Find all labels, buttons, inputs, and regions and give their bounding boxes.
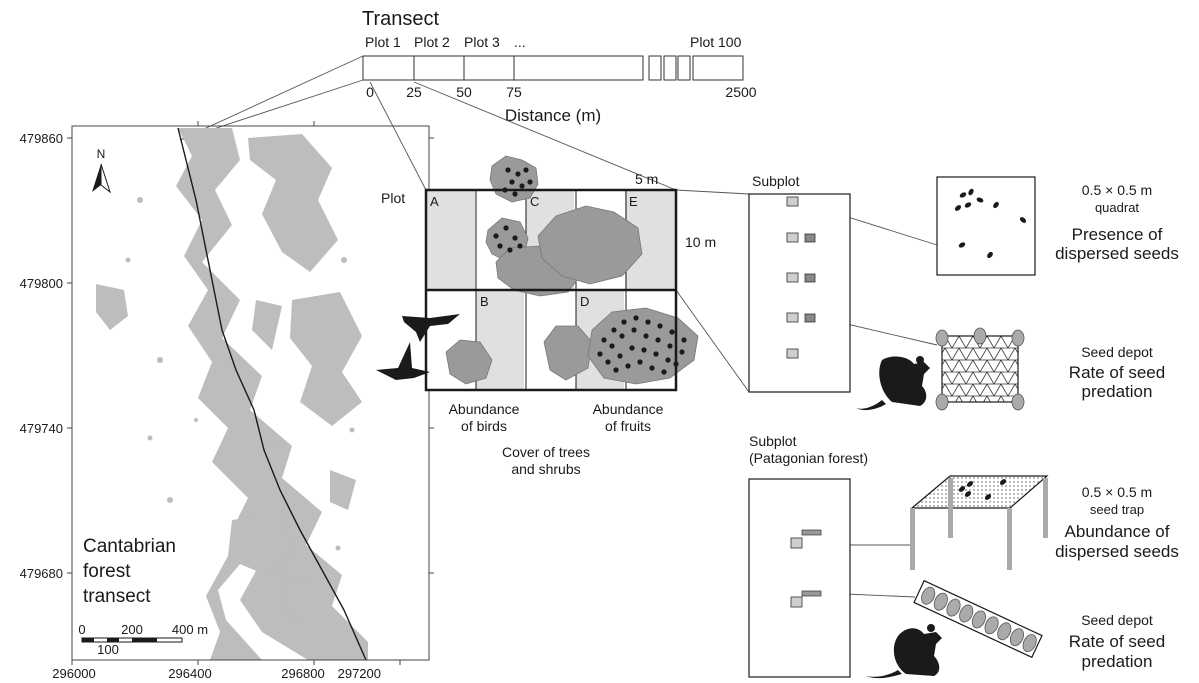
cell-a-label: A [430, 194, 439, 209]
trap-measure-line-1: Abundance of [1065, 522, 1170, 541]
seed-depot-mesh [935, 327, 1025, 411]
trap-size: 0.5 × 0.5 m [1082, 484, 1152, 500]
scale-sublabel: 100 [97, 642, 119, 657]
transect-bar [362, 55, 744, 81]
bird-icon [376, 314, 460, 380]
map-title-line-2: forest [83, 561, 131, 582]
seed-trap-icon [910, 475, 1049, 570]
seed-depot-strip [913, 579, 1043, 659]
quadrat-size: 0.5 × 0.5 m [1082, 182, 1152, 198]
plot-width-label: 5 m [635, 171, 658, 187]
map-x-tick-296400: 296400 [168, 666, 211, 681]
distance-tick-0: 0 [366, 84, 374, 100]
trap-type: seed trap [1090, 502, 1144, 517]
map-axis-ticks [67, 121, 434, 665]
quadrat-measure-line-1: Presence of [1072, 225, 1163, 244]
rodent-icon [856, 356, 930, 411]
plot-label-1: Plot 1 [365, 34, 401, 50]
trap-markers [790, 537, 803, 608]
north-label: N [97, 147, 106, 161]
depot-1-title: Seed depot [1081, 344, 1153, 360]
fruits-caption-line-2: of fruits [605, 418, 651, 434]
cover-caption-line-2: and shrubs [511, 461, 580, 477]
patagonian-subplot-diagram: Subplot (Patagonian forest) [748, 433, 942, 679]
scale-label-0: 0 [78, 622, 85, 637]
map-x-tick-297200: 297200 [338, 666, 381, 681]
subplot-diagram: Subplot [748, 173, 930, 411]
depot-2-measure-line-1: Rate of seed [1069, 632, 1165, 651]
map-x-tick-296000: 296000 [52, 666, 95, 681]
map-panel: 479860 479800 479740 479680 296000 29640… [20, 121, 434, 681]
distance-axis-label: Distance (m) [505, 106, 601, 125]
transect-path [177, 127, 367, 661]
depot-2-measure-line-2: predation [1082, 652, 1153, 671]
birds-caption-line-1: Abundance [449, 401, 520, 417]
map-title-line-3: transect [83, 586, 151, 607]
forest-cover [96, 128, 368, 660]
north-arrow: N [92, 147, 111, 194]
scale-label-400: 400 m [172, 622, 208, 637]
rodent-icon-2 [866, 624, 942, 679]
trap-measure-line-2: dispersed seeds [1055, 542, 1179, 561]
depot-markers [804, 233, 816, 323]
map-y-tick-479800: 479800 [20, 276, 63, 291]
distance-tick-2500: 2500 [725, 84, 756, 100]
scale-bar: 0 200 400 m 100 [78, 622, 208, 657]
distance-tick-75: 75 [506, 84, 522, 100]
quadrat-type: quadrat [1095, 200, 1139, 215]
transect-title: Transect [362, 8, 440, 30]
subplot-label: Subplot [752, 173, 800, 189]
distance-tick-25: 25 [406, 84, 422, 100]
plot-diagram: Plot 5 m 10 m [376, 155, 716, 477]
quadrat-markers [786, 196, 799, 359]
cell-c-label: C [530, 194, 539, 209]
plot-label-2: Plot 2 [414, 34, 450, 50]
quadrat-box [936, 176, 1036, 276]
transect-diagram: Transect Plot 1 Plot 2 Plot 3 ... Plot 1… [362, 8, 757, 125]
map-y-tick-479860: 479860 [20, 131, 63, 146]
depot-2-title: Seed depot [1081, 612, 1153, 628]
cell-e-label: E [629, 194, 638, 209]
cell-b-label: B [480, 294, 489, 309]
fruit-dots [493, 167, 687, 375]
birds-caption-line-2: of birds [461, 418, 507, 434]
patagonian-subplot-label-line-1: Subplot [749, 433, 797, 449]
map-y-tick-479680: 479680 [20, 566, 63, 581]
plot-label-ellipsis: ... [514, 34, 526, 50]
plot-height-label: 10 m [685, 234, 716, 250]
map-x-tick-296800: 296800 [281, 666, 324, 681]
seed-dots [954, 188, 1027, 259]
depot-1-measure-line-1: Rate of seed [1069, 363, 1165, 382]
scale-label-200: 200 [121, 622, 143, 637]
depot-corner-seeds [935, 327, 1025, 411]
cell-d-label: D [580, 294, 589, 309]
map-y-tick-479740: 479740 [20, 421, 63, 436]
plot-label: Plot [381, 190, 405, 206]
plot-label-3: Plot 3 [464, 34, 500, 50]
quadrat-measure-line-2: dispersed seeds [1055, 244, 1179, 263]
map-frame [71, 125, 430, 661]
depot-1-measure-line-2: predation [1082, 382, 1153, 401]
cover-caption-line-1: Cover of trees [502, 444, 590, 460]
distance-tick-50: 50 [456, 84, 472, 100]
map-title-line-1: Cantabrian [83, 536, 176, 557]
patagonian-subplot-label-line-2: (Patagonian forest) [749, 450, 868, 466]
small-depot-markers [801, 529, 822, 597]
plot-label-100: Plot 100 [690, 34, 742, 50]
fruits-caption-line-1: Abundance [593, 401, 664, 417]
north-arrow-icon [92, 163, 111, 194]
